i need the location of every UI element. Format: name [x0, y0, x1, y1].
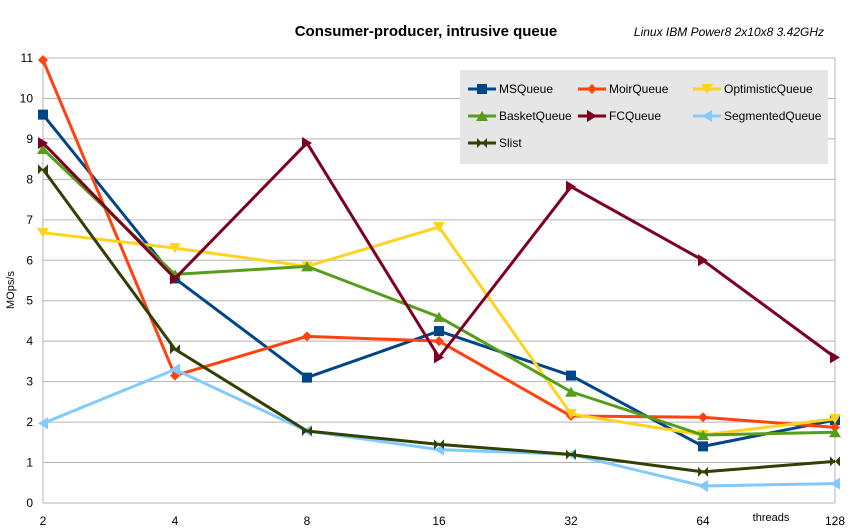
data-point	[829, 427, 841, 438]
data-point	[302, 331, 312, 342]
x-tick-label: 32	[564, 514, 578, 528]
data-point	[830, 456, 840, 467]
y-tick-label: 10	[20, 91, 34, 105]
data-point	[565, 409, 577, 419]
data-point	[38, 164, 48, 175]
data-point	[698, 480, 708, 493]
data-point	[302, 136, 312, 149]
y-tick-label: 9	[26, 132, 33, 146]
data-point	[433, 311, 445, 322]
data-point	[566, 180, 576, 193]
x-tick-label: 2	[40, 514, 47, 528]
data-point	[301, 261, 313, 272]
data-point	[697, 430, 709, 441]
y-tick-label: 11	[21, 51, 34, 65]
series-fcqueue	[38, 136, 840, 364]
series-line	[41, 113, 836, 448]
legend-item: MoirQueue	[578, 82, 669, 96]
y-tick-label: 3	[26, 375, 33, 389]
data-point	[302, 425, 312, 436]
y-tick-label: 7	[26, 213, 33, 227]
x-tick-label: 128	[825, 514, 845, 528]
series-segmentedqueue	[38, 363, 840, 493]
legend-marker	[587, 110, 597, 122]
data-point	[302, 372, 312, 383]
data-point	[37, 144, 49, 155]
data-point	[698, 412, 708, 423]
legend-background	[460, 70, 828, 164]
y-tick-label: 0	[26, 496, 33, 510]
data-point	[830, 351, 840, 364]
series-moirqueue	[38, 55, 840, 433]
data-point	[434, 439, 444, 450]
series-line	[41, 147, 836, 437]
plot-area	[37, 55, 841, 493]
legend-marker	[701, 84, 713, 94]
series-line	[41, 141, 836, 359]
data-point	[38, 109, 48, 120]
legend-label: BasketQueue	[499, 109, 572, 123]
legend-label: OptimisticQueue	[724, 82, 813, 96]
legend-item: BasketQueue	[468, 109, 572, 123]
data-point	[566, 449, 576, 460]
series-slist	[38, 164, 840, 477]
data-point	[434, 326, 444, 337]
legend-marker	[476, 111, 488, 121]
data-point	[170, 344, 180, 355]
data-point	[434, 351, 444, 364]
data-point	[829, 413, 841, 424]
series-basketqueue	[37, 144, 841, 441]
legend-label: Slist	[499, 136, 522, 150]
y-tick-label: 5	[26, 294, 33, 308]
legend-item: FCQueue	[578, 109, 661, 123]
legend-marker	[477, 84, 487, 94]
y-tick-label: 8	[26, 172, 33, 186]
data-point	[434, 336, 444, 347]
legend-item: MSQueue	[468, 82, 553, 96]
data-point	[169, 243, 181, 254]
legend-item: Slist	[468, 136, 522, 150]
legend-label: MSQueue	[499, 82, 553, 96]
legend-marker	[477, 138, 487, 148]
y-tick-label: 1	[26, 456, 33, 470]
y-axis-label: MOps/s	[5, 271, 17, 309]
series-line	[42, 368, 836, 488]
x-axis-ticks: 2 4 8 16 32 64 128	[40, 514, 846, 528]
data-point	[170, 363, 180, 376]
data-point	[698, 466, 708, 477]
legend-marker	[702, 110, 712, 122]
chart-subtitle: Linux IBM Power8 2x10x8 3.42GHz	[634, 25, 824, 39]
legend-label: MoirQueue	[609, 82, 669, 96]
legend-item: OptimisticQueue	[693, 82, 813, 96]
y-tick-label: 2	[26, 415, 33, 429]
data-point	[433, 222, 445, 233]
x-tick-label: 8	[304, 514, 311, 528]
data-point	[38, 136, 48, 149]
x-axis-label: threads	[753, 512, 790, 524]
legend-marker	[587, 84, 597, 94]
data-point	[698, 254, 708, 267]
legend-label: SegmentedQueue	[724, 109, 822, 123]
data-point	[565, 386, 577, 397]
y-tick-label: 6	[26, 253, 33, 267]
legend-label: FCQueue	[609, 109, 661, 123]
chart-title: Consumer-producer, intrusive queue	[295, 23, 558, 40]
data-point	[38, 55, 48, 66]
data-point	[37, 227, 49, 238]
data-point	[566, 370, 576, 381]
data-point	[830, 477, 840, 490]
x-tick-label: 64	[696, 514, 710, 528]
legend: MSQueue MoirQueue OptimisticQueue BasketQue…	[460, 70, 828, 164]
data-point	[170, 272, 180, 285]
y-tick-label: 4	[26, 334, 33, 348]
legend-item: SegmentedQueue	[693, 109, 822, 123]
data-point	[38, 417, 48, 430]
x-tick-label: 16	[432, 514, 446, 528]
x-tick-label: 4	[172, 514, 179, 528]
data-point	[698, 441, 708, 452]
y-axis-ticks: 0 1 2 3 4 5 6 7 8 9 10 11	[20, 51, 34, 510]
